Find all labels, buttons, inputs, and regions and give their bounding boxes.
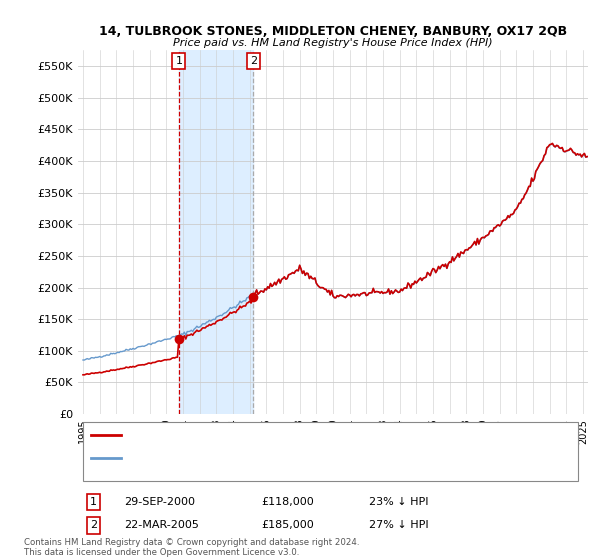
Text: 2: 2 (250, 56, 257, 66)
FancyBboxPatch shape (83, 422, 578, 481)
Text: 1: 1 (175, 56, 182, 66)
Bar (179, 50, 253, 414)
Text: £185,000: £185,000 (262, 520, 314, 530)
Text: Contains HM Land Registry data © Crown copyright and database right 2024.
This d: Contains HM Land Registry data © Crown c… (24, 538, 359, 557)
Text: 29-SEP-2000: 29-SEP-2000 (124, 497, 195, 507)
Text: Price paid vs. HM Land Registry's House Price Index (HPI): Price paid vs. HM Land Registry's House … (173, 38, 493, 48)
Text: £118,000: £118,000 (262, 497, 314, 507)
Text: 14, TULBROOK STONES, MIDDLETON CHENEY, BANBURY, OX17 2QB: 14, TULBROOK STONES, MIDDLETON CHENEY, B… (99, 25, 567, 38)
Text: HPI: Average price, detached house, West Northamptonshire: HPI: Average price, detached house, West… (129, 453, 431, 463)
Text: 27% ↓ HPI: 27% ↓ HPI (368, 520, 428, 530)
Text: 2: 2 (90, 520, 97, 530)
Text: 22-MAR-2005: 22-MAR-2005 (124, 520, 199, 530)
Text: 23% ↓ HPI: 23% ↓ HPI (368, 497, 428, 507)
Text: 14, TULBROOK STONES, MIDDLETON CHENEY, BANBURY, OX17 2QB (detached house): 14, TULBROOK STONES, MIDDLETON CHENEY, B… (129, 430, 557, 440)
Text: 1: 1 (90, 497, 97, 507)
